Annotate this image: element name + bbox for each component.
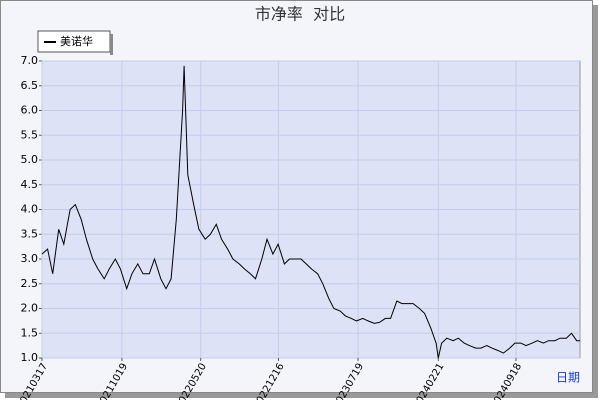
y-tick-label: 2.5 bbox=[21, 277, 39, 290]
y-tick-label: 4.5 bbox=[21, 178, 39, 191]
legend-shadow bbox=[110, 34, 113, 55]
chart-title: 市净率 对比 bbox=[255, 5, 345, 24]
frame-shadow bbox=[5, 393, 598, 398]
y-tick-label: 1.0 bbox=[21, 351, 39, 364]
y-tick-label: 4.0 bbox=[21, 203, 39, 216]
y-tick-label: 6.0 bbox=[21, 104, 39, 117]
y-tick-label: 3.5 bbox=[21, 227, 39, 240]
legend-label: 美诺华 bbox=[60, 34, 93, 48]
y-tick-label: 5.5 bbox=[21, 128, 39, 141]
y-tick-label: 6.5 bbox=[21, 79, 39, 92]
y-tick-label: 2.0 bbox=[21, 302, 39, 315]
x-axis-label: 日期 bbox=[556, 371, 580, 385]
y-tick-label: 7.0 bbox=[21, 54, 39, 67]
frame-shadow bbox=[593, 5, 598, 398]
y-tick-label: 1.5 bbox=[21, 326, 39, 339]
y-tick-label: 5.0 bbox=[21, 153, 39, 166]
line bbox=[41, 65, 580, 359]
y-tick-label: 3.0 bbox=[21, 252, 39, 265]
